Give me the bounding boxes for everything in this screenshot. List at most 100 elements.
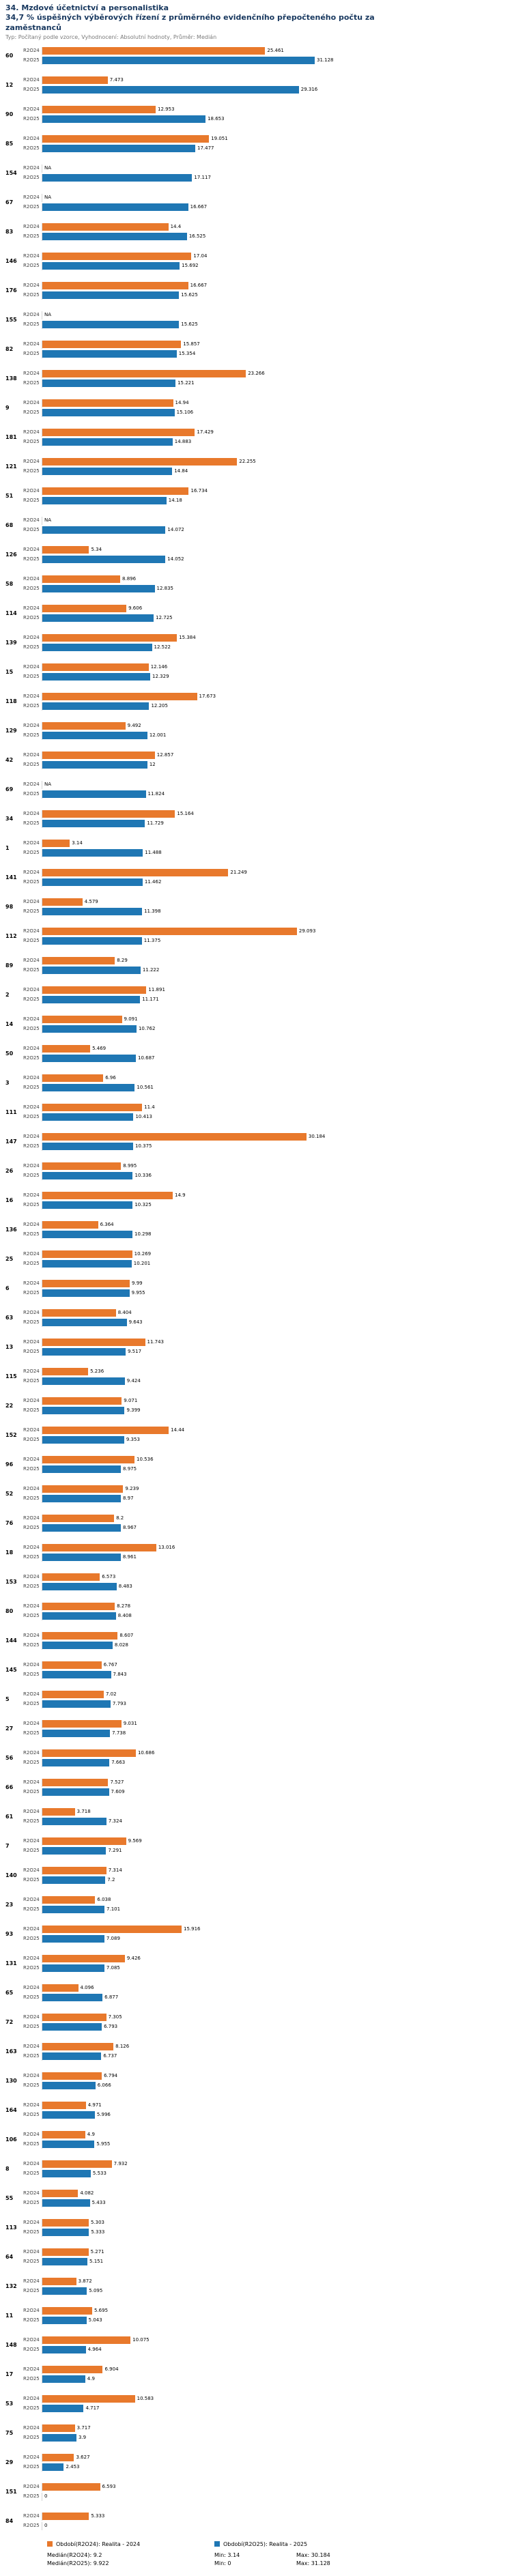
bar-r2o24[interactable] bbox=[42, 957, 115, 965]
bar-r2o24[interactable] bbox=[42, 2395, 135, 2403]
bar-r2o24[interactable] bbox=[42, 2307, 92, 2315]
bar-r2o24[interactable] bbox=[42, 1896, 96, 1904]
bar-r2o25[interactable] bbox=[42, 673, 151, 681]
bar-r2o25[interactable] bbox=[42, 1231, 132, 1239]
bar-r2o25[interactable] bbox=[42, 497, 167, 505]
bar-r2o24[interactable] bbox=[42, 1192, 173, 1200]
bar-r2o24[interactable] bbox=[42, 1456, 135, 1464]
bar-r2o25[interactable] bbox=[42, 2375, 85, 2384]
bar-r2o24[interactable] bbox=[42, 1661, 102, 1670]
bar-r2o24[interactable] bbox=[42, 1515, 115, 1523]
bar-r2o25[interactable] bbox=[42, 585, 155, 593]
bar-r2o24[interactable] bbox=[42, 752, 155, 760]
bar-r2o25[interactable] bbox=[42, 1289, 130, 1298]
bar-r2o24[interactable] bbox=[42, 1397, 122, 1405]
bar-r2o25[interactable] bbox=[42, 1642, 113, 1650]
bar-r2o24[interactable] bbox=[42, 1779, 109, 1787]
bar-r2o25[interactable] bbox=[42, 2434, 76, 2442]
bar-r2o25[interactable] bbox=[42, 702, 150, 711]
bar-r2o24[interactable] bbox=[42, 1573, 100, 1582]
bar-r2o24[interactable] bbox=[42, 399, 173, 407]
bar-r2o25[interactable] bbox=[42, 1055, 136, 1063]
bar-r2o24[interactable] bbox=[42, 2190, 79, 2198]
bar-r2o25[interactable] bbox=[42, 203, 188, 212]
bar-r2o25[interactable] bbox=[42, 2317, 87, 2325]
bar-r2o25[interactable] bbox=[42, 790, 146, 799]
bar-r2o24[interactable] bbox=[42, 370, 246, 378]
bar-r2o25[interactable] bbox=[42, 2287, 87, 2295]
bar-r2o24[interactable] bbox=[42, 840, 70, 848]
bar-r2o24[interactable] bbox=[42, 223, 169, 231]
bar-r2o24[interactable] bbox=[42, 928, 297, 936]
bar-r2o25[interactable] bbox=[42, 1348, 126, 1356]
bar-r2o24[interactable] bbox=[42, 1955, 125, 1963]
bar-r2o24[interactable] bbox=[42, 663, 149, 672]
bar-r2o25[interactable] bbox=[42, 1407, 125, 1415]
bar-r2o24[interactable] bbox=[42, 76, 108, 85]
bar-r2o25[interactable] bbox=[42, 1025, 137, 1033]
bar-r2o24[interactable] bbox=[42, 2454, 74, 2462]
bar-r2o24[interactable] bbox=[42, 458, 238, 466]
bar-r2o24[interactable] bbox=[42, 1133, 307, 1141]
bar-r2o25[interactable] bbox=[42, 967, 141, 975]
bar-r2o25[interactable] bbox=[42, 380, 176, 388]
bar-r2o25[interactable] bbox=[42, 350, 177, 358]
bar-r2o25[interactable] bbox=[42, 1113, 134, 1121]
bar-r2o24[interactable] bbox=[42, 634, 177, 642]
bar-r2o25[interactable] bbox=[42, 1876, 106, 1885]
bar-r2o25[interactable] bbox=[42, 115, 206, 124]
bar-r2o25[interactable] bbox=[42, 1906, 105, 1914]
bar-r2o25[interactable] bbox=[42, 2023, 102, 2031]
bar-r2o24[interactable] bbox=[42, 1720, 122, 1728]
bar-r2o24[interactable] bbox=[42, 1045, 91, 1053]
bar-r2o24[interactable] bbox=[42, 1808, 75, 1816]
bar-r2o25[interactable] bbox=[42, 1935, 104, 1943]
bar-r2o25[interactable] bbox=[42, 2258, 88, 2266]
bar-r2o25[interactable] bbox=[42, 2141, 95, 2149]
bar-r2o25[interactable] bbox=[42, 1788, 109, 1797]
bar-r2o24[interactable] bbox=[42, 2248, 89, 2257]
bar-r2o24[interactable] bbox=[42, 2160, 112, 2169]
bar-r2o24[interactable] bbox=[42, 282, 188, 290]
bar-r2o24[interactable] bbox=[42, 2424, 75, 2433]
bar-r2o25[interactable] bbox=[42, 2052, 102, 2061]
bar-r2o25[interactable] bbox=[42, 1172, 133, 1180]
bar-r2o25[interactable] bbox=[42, 996, 141, 1004]
bar-r2o24[interactable] bbox=[42, 1485, 124, 1493]
bar-r2o24[interactable] bbox=[42, 1016, 122, 1024]
bar-r2o25[interactable] bbox=[42, 233, 187, 241]
bar-r2o25[interactable] bbox=[42, 174, 193, 182]
bar-r2o25[interactable] bbox=[42, 614, 154, 622]
bar-r2o24[interactable] bbox=[42, 1691, 104, 1699]
bar-r2o25[interactable] bbox=[42, 761, 147, 769]
bar-r2o25[interactable] bbox=[42, 1612, 116, 1620]
bar-r2o25[interactable] bbox=[42, 1759, 110, 1767]
bar-r2o24[interactable] bbox=[42, 2278, 76, 2286]
bar-r2o24[interactable] bbox=[42, 253, 192, 261]
bar-r2o25[interactable] bbox=[42, 262, 180, 270]
bar-r2o24[interactable] bbox=[42, 898, 83, 906]
bar-r2o24[interactable] bbox=[42, 2072, 102, 2080]
bar-r2o25[interactable] bbox=[42, 1847, 106, 1855]
bar-r2o24[interactable] bbox=[42, 810, 175, 818]
bar-r2o25[interactable] bbox=[42, 2405, 84, 2413]
bar-r2o24[interactable] bbox=[42, 1339, 145, 1347]
bar-r2o24[interactable] bbox=[42, 106, 156, 114]
bar-r2o24[interactable] bbox=[42, 869, 229, 877]
bar-r2o25[interactable] bbox=[42, 1671, 111, 1679]
bar-r2o24[interactable] bbox=[42, 1221, 98, 1229]
bar-r2o24[interactable] bbox=[42, 47, 266, 55]
bar-r2o25[interactable] bbox=[42, 1436, 124, 1444]
bar-r2o25[interactable] bbox=[42, 2463, 64, 2472]
bar-r2o25[interactable] bbox=[42, 820, 145, 828]
bar-r2o25[interactable] bbox=[42, 145, 196, 153]
bar-r2o25[interactable] bbox=[42, 57, 315, 65]
bar-r2o25[interactable] bbox=[42, 1700, 111, 1708]
bar-r2o25[interactable] bbox=[42, 2199, 90, 2207]
bar-r2o25[interactable] bbox=[42, 468, 173, 476]
bar-r2o25[interactable] bbox=[42, 878, 143, 887]
bar-r2o25[interactable] bbox=[42, 409, 175, 417]
bar-r2o24[interactable] bbox=[42, 1074, 104, 1083]
bar-r2o25[interactable] bbox=[42, 526, 166, 534]
bar-r2o25[interactable] bbox=[42, 2170, 91, 2178]
